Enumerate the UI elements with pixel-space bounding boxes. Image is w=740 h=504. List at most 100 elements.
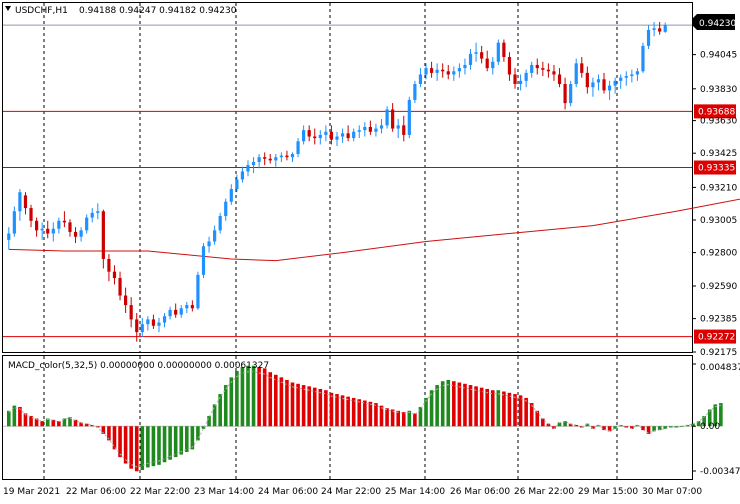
macd-bar [45, 418, 50, 427]
level-price-tag [694, 160, 736, 175]
macd-bar [301, 385, 306, 427]
macd-bar [329, 392, 334, 427]
candle-body [607, 85, 612, 91]
macd-bar [285, 379, 289, 427]
candle-body [346, 133, 350, 139]
macd-bar [79, 422, 83, 427]
candle-body [446, 71, 450, 75]
time-axis-label: 25 Mar 14:00 [385, 487, 445, 497]
price-axis-label: 0.92175 [700, 348, 737, 358]
candle-body [124, 295, 128, 306]
macd-bar [674, 426, 679, 428]
candle-body [18, 192, 22, 212]
triangle-down-icon[interactable] [5, 6, 11, 11]
macd-bar [452, 381, 456, 427]
candle-body [257, 157, 261, 162]
candle-body [557, 74, 562, 85]
candle-body [79, 230, 83, 237]
price-axis-label: 0.92385 [700, 315, 737, 325]
macd-bar [446, 379, 451, 427]
macd-bar [274, 374, 278, 427]
candle-body [101, 211, 105, 259]
macd-bar [418, 406, 423, 427]
candle-body [34, 220, 39, 231]
candle-body [90, 212, 94, 218]
candle-body [379, 125, 384, 129]
candle-body [624, 76, 628, 78]
candle-body [162, 316, 167, 323]
candle-body [129, 305, 133, 320]
candle-body [185, 305, 189, 309]
macd-axis-label: 0.00 [700, 422, 720, 432]
candle-body [413, 84, 417, 100]
time-axis-label: 24 Mar 06:00 [258, 487, 318, 497]
candle-body [658, 28, 662, 32]
macd-bar [513, 394, 517, 427]
candle-body [468, 53, 473, 65]
time-axis-label: 26 Mar 06:00 [450, 487, 510, 497]
macd-bar [151, 426, 156, 467]
candle-body [151, 319, 156, 326]
candle-body [507, 56, 512, 75]
candle-body [218, 216, 222, 231]
candle-body [530, 64, 534, 73]
candle-body [224, 201, 228, 217]
candle-body [524, 72, 528, 81]
macd-bar [118, 426, 122, 458]
candle-body [541, 68, 545, 70]
macd-bar [490, 390, 495, 427]
macd-bar [396, 410, 400, 427]
candle-body [324, 131, 328, 135]
current-price-tag [693, 14, 735, 30]
macd-bar [312, 387, 317, 427]
candle-body [285, 155, 289, 158]
macd-bar [29, 415, 33, 427]
price-axis-label: 0.93630 [700, 117, 737, 127]
macd-bar [196, 426, 200, 441]
macd-bar [691, 423, 695, 427]
macd-bar [57, 421, 61, 427]
candle-body [57, 220, 61, 229]
macd-bar [157, 426, 161, 465]
candle-body [179, 308, 183, 315]
macd-bar [668, 426, 673, 428]
macd-bar [496, 390, 501, 427]
macd-bar [413, 413, 417, 427]
candle-body [246, 165, 250, 172]
macd-bar [23, 413, 28, 427]
candle-body [12, 211, 16, 234]
macd-bar [663, 426, 668, 429]
candle-body [352, 131, 356, 139]
macd-bar [368, 401, 373, 427]
macd-bar [524, 397, 528, 427]
macd-histogram-layer [3, 365, 723, 472]
candle-body [313, 136, 317, 139]
macd-bar [146, 426, 150, 468]
candle-body [112, 271, 117, 279]
macd-bar [707, 409, 712, 427]
candle-body [391, 109, 395, 129]
candle-body [569, 84, 573, 104]
candle-body [574, 63, 578, 85]
macd-bar [613, 426, 617, 429]
macd-bar [563, 421, 567, 427]
candle-body [407, 99, 411, 135]
candle-body [190, 305, 194, 309]
candle-body [635, 71, 640, 75]
ohlc-label: 0.94188 0.94247 0.94182 0.94230 [79, 6, 237, 16]
candle-body [29, 208, 33, 221]
macd-bar [168, 426, 172, 460]
candle-body [613, 80, 617, 86]
macd-bar [429, 390, 434, 427]
macd-bar [468, 385, 473, 427]
time-axis-label: 26 Mar 22:00 [514, 487, 574, 497]
candle-body [107, 258, 111, 272]
macd-bar [351, 397, 356, 427]
macd-bar [585, 423, 590, 427]
candle-body [357, 130, 361, 132]
macd-bar [184, 426, 189, 452]
macd-bar [657, 426, 662, 431]
candle-body [663, 25, 667, 32]
candle-body [7, 233, 11, 240]
